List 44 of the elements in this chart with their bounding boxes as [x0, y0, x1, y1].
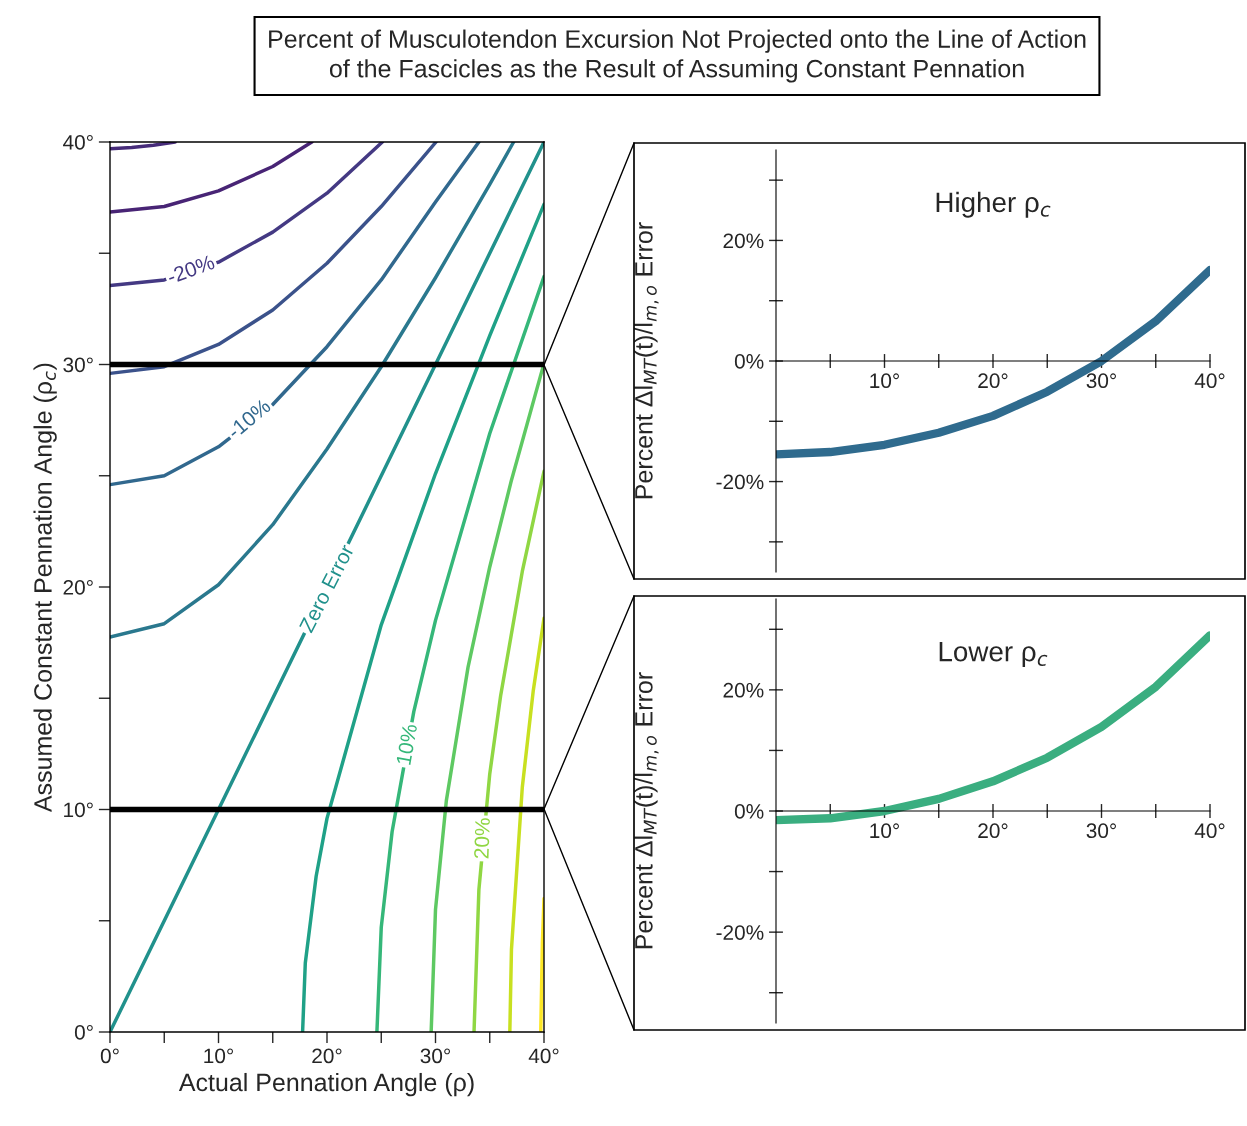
- x-axis-title: Actual Pennation Angle (ρ): [178, 1072, 474, 1097]
- x-tick-label: 30°: [1086, 373, 1116, 389]
- y-tick-label: 20°: [63, 580, 93, 595]
- y-tick-label: 10°: [64, 802, 93, 818]
- text: Lower ρ$_{c}$: [939, 642, 1048, 667]
- text: Higher ρ$_{c}$: [936, 191, 1051, 218]
- x-tick-label: 20°: [978, 823, 1008, 839]
- y-tick-label: -20%: [716, 925, 764, 940]
- y-axis-title: Percent Δl$_{MT}$(t)/l$_{m,o}$ Error: [634, 672, 659, 949]
- y-axis-title: Assumed Constant Pennation Angle (ρ$_{c}$): [33, 363, 57, 813]
- x-tick-label: 20°: [978, 373, 1008, 389]
- line-series: [110, 142, 481, 487]
- y-tick-label: 0%: [734, 804, 764, 819]
- y-tick-label: -20%: [716, 474, 764, 490]
- x-tick-label: 40°: [528, 1048, 559, 1064]
- line-series: [300, 202, 544, 1032]
- x-tick-label: 10°: [870, 373, 899, 389]
- x-tick-label: 40°: [1194, 373, 1225, 389]
- x-tick-label: 30°: [420, 1048, 450, 1064]
- x-tick-label: 10°: [204, 1048, 233, 1064]
- y-tick-label: 0%: [734, 354, 764, 369]
- line-series: [110, 142, 438, 376]
- line-series: [472, 469, 544, 1032]
- y-tick-label: 40°: [63, 135, 93, 150]
- y-tick-label: 30°: [63, 357, 93, 373]
- x-tick-label: 10°: [870, 823, 899, 839]
- text: Percent of Musculotendon Excursion Not Projected onto the Line of Action of the Fascicles as the Result of Assuming Constant Pennation: [269, 29, 1086, 83]
- y-axis-title: Percent Δl$_{MT}$(t)/l$_{m,o}$ Error: [634, 222, 659, 499]
- annotation: Zero Error: [298, 543, 355, 634]
- x-tick-label: 30°: [1086, 823, 1116, 839]
- line-series: [110, 142, 177, 151]
- annotation: 10%: [396, 723, 418, 765]
- y-tick-label: 0°: [74, 1025, 93, 1040]
- x-tick-label: 20°: [312, 1048, 342, 1064]
- annotation: 20%: [473, 818, 491, 859]
- line-series: [110, 142, 314, 214]
- annotation: -20%: [166, 254, 216, 285]
- line-series: [110, 142, 516, 639]
- x-tick-label: 0°: [100, 1048, 119, 1064]
- line-series: [375, 274, 544, 1032]
- line-series: [508, 616, 544, 1032]
- y-tick-label: 20%: [723, 682, 764, 698]
- x-tick-label: 40°: [1194, 823, 1225, 839]
- y-tick-label: 20%: [723, 233, 764, 249]
